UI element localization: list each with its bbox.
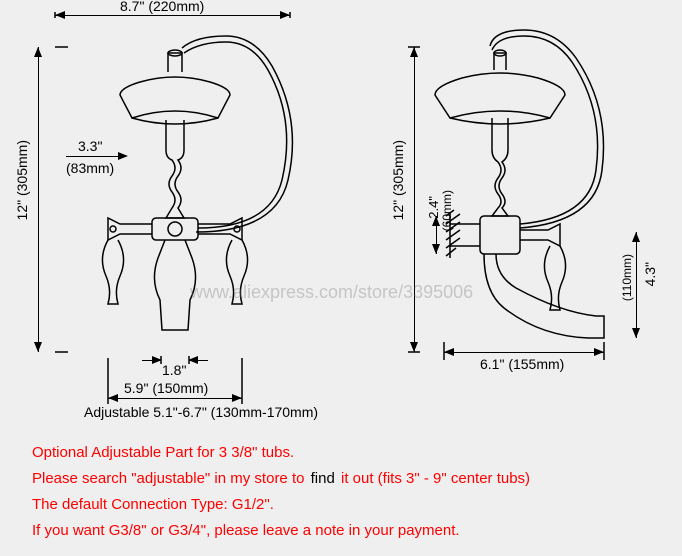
dim-adjustable: Adjustable 5.1"-6.7" (130mm-170mm) <box>84 404 318 420</box>
dim-spout-reach: 6.1" (155mm) <box>480 356 564 372</box>
note-line-2: Please search "adjustable" in my store t… <box>32 470 530 487</box>
dim-spout-gap: 1.8" <box>162 362 186 378</box>
arrow <box>410 47 418 57</box>
dim-line <box>108 398 242 399</box>
arrow <box>444 348 454 356</box>
dim-line <box>55 15 290 16</box>
dim-height-right: 12" (305mm) <box>390 140 406 220</box>
note-line-1: Optional Adjustable Part for 3 3/8" tubs… <box>32 444 294 461</box>
arrow <box>432 244 440 254</box>
dim-width-top: 8.7" (220mm) <box>120 0 204 14</box>
arrow <box>594 348 604 356</box>
dim-body-height: 2.4" <box>426 196 441 219</box>
arrow <box>632 232 640 242</box>
arrow <box>34 342 42 352</box>
arrow <box>55 11 65 19</box>
dim-shower-head-mm: (83mm) <box>66 160 114 176</box>
watermark: www.aliexpress.com/store/3395006 <box>190 282 473 303</box>
note-2a: Please search "adjustable" in my store t… <box>32 470 304 487</box>
note-line-4: If you want G3/8" or G3/4", please leave… <box>32 522 460 539</box>
arrow <box>118 152 128 160</box>
dim-line <box>444 352 604 353</box>
note-line-3: The default Connection Type: G1/2". <box>32 496 274 513</box>
arrow <box>232 394 242 402</box>
dim-body-height-mm: (60mm) <box>440 190 454 231</box>
dim-spout-drop-mm: (110mm) <box>620 254 634 301</box>
dim-line <box>414 47 415 352</box>
dim-line <box>636 232 637 338</box>
note-2b: find <box>311 470 335 487</box>
dim-handle-spread: 5.9" (150mm) <box>124 380 208 396</box>
arrow <box>34 47 42 57</box>
arrow <box>152 356 162 364</box>
dim-shower-head: 3.3" <box>78 138 102 154</box>
arrow <box>632 328 640 338</box>
arrow <box>280 11 290 19</box>
dim-height-left: 12" (305mm) <box>14 140 30 220</box>
arrow <box>410 342 418 352</box>
dim-line <box>38 47 39 352</box>
dim-spout-drop: 4.3" <box>642 262 658 286</box>
arrow <box>108 394 118 402</box>
dim-line <box>66 156 126 157</box>
arrow <box>188 356 198 364</box>
note-2c: it out (fits 3" - 9" center tubs) <box>341 470 530 487</box>
